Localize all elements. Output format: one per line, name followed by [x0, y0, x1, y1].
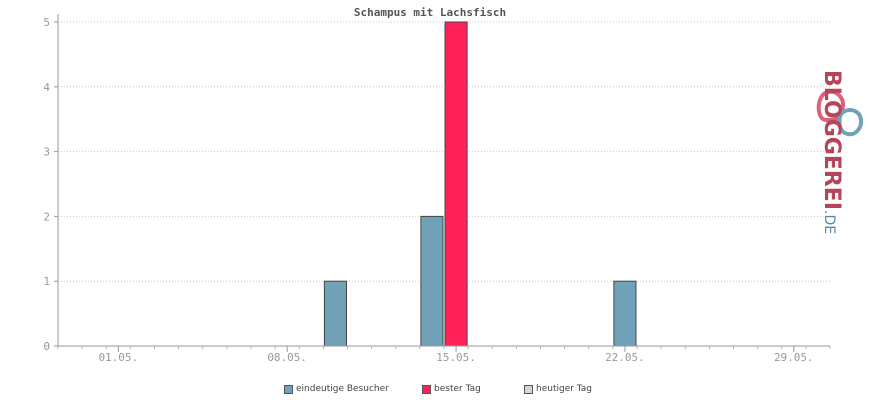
chart-title: Schampus mit Lachsfisch	[354, 6, 506, 19]
bloggerei-logo-icon	[816, 89, 863, 137]
y-tick-label: 3	[43, 146, 50, 159]
legend-label-best-day: bester Tag	[434, 384, 481, 394]
logo-tld-text: .DE	[821, 210, 837, 235]
x-tick-label: 08.05.	[267, 351, 307, 364]
y-tick-label: 4	[43, 81, 50, 94]
bar-series-1	[444, 21, 468, 347]
legend-swatch-best-day	[422, 384, 431, 394]
bar-series-0	[420, 215, 444, 347]
bar-series-0	[323, 280, 347, 347]
x-tick-label: 29.05.	[774, 351, 814, 364]
y-tick-label: 2	[43, 210, 50, 223]
legend-label-visitors: eindeutige Besucher	[296, 384, 389, 394]
legend-item-best-day: bester Tag	[422, 384, 481, 394]
legend: eindeutige Besucher bester Tag heutiger …	[0, 384, 870, 400]
legend-swatch-visitors	[284, 384, 293, 394]
legend-item-today: heutiger Tag	[524, 384, 592, 394]
bar-series-0	[613, 280, 637, 347]
logo-main-text: BLOGGEREI	[819, 70, 844, 211]
y-tick-label: 5	[43, 16, 50, 29]
x-tick-label: 22.05.	[605, 351, 645, 364]
bloggerei-logo-wordmark: BLOGGEREI.DE	[812, 70, 852, 234]
bars	[323, 21, 637, 347]
y-tick-label: 0	[43, 340, 50, 353]
legend-swatch-today	[524, 384, 533, 394]
legend-item-visitors: eindeutige Besucher	[284, 384, 389, 394]
legend-label-today: heutiger Tag	[536, 384, 593, 394]
axes: 0 1 2 3 4 5 01.05. 08.05. 15.05. 22.05. 29.05.	[43, 14, 831, 364]
x-tick-label: 01.05.	[98, 351, 138, 364]
y-tick-label: 1	[43, 275, 50, 288]
x-tick-label: 15.05.	[436, 351, 476, 364]
grid	[58, 21, 830, 282]
